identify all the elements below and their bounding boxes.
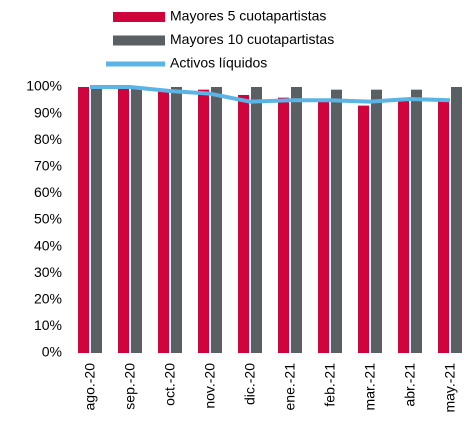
- y-tick-label: 80%: [34, 131, 62, 147]
- bar: [131, 87, 142, 353]
- y-tick-label: 20%: [34, 291, 62, 307]
- x-tick-label: may.-21: [442, 363, 458, 413]
- y-tick-label: 60%: [34, 184, 62, 200]
- x-tick-label: nov.-20: [202, 363, 218, 409]
- bar: [398, 100, 409, 353]
- y-tick-label: 50%: [34, 211, 62, 227]
- legend-swatch: [113, 35, 165, 46]
- bar: [78, 87, 89, 353]
- x-tick-label: mar.-21: [362, 363, 378, 411]
- line: [90, 85, 451, 104]
- x-tick-label: dic.-20: [242, 363, 258, 405]
- x-tick-label: ago.-20: [82, 363, 98, 411]
- bar: [358, 105, 369, 354]
- bar: [91, 87, 102, 353]
- bar: [278, 97, 289, 353]
- y-tick-label: 10%: [34, 317, 62, 333]
- bar: [171, 87, 182, 353]
- bar: [238, 94, 249, 353]
- y-tick-label: 100%: [26, 78, 62, 94]
- bar: [318, 100, 329, 353]
- bar: [158, 89, 169, 353]
- x-tick-label: feb.-21: [322, 363, 338, 407]
- bar: [118, 87, 129, 353]
- bar: [291, 87, 302, 353]
- bar: [371, 89, 382, 353]
- x-tick-label: abr.-21: [402, 363, 418, 407]
- legend-label: Mayores 10 cuotapartistas: [170, 31, 334, 47]
- bar: [451, 87, 462, 353]
- bar: [411, 89, 422, 353]
- y-tick-label: 40%: [34, 237, 62, 253]
- y-tick-label: 30%: [34, 264, 62, 280]
- y-tick-label: 0%: [42, 344, 62, 360]
- x-tick-label: ene.-21: [282, 363, 298, 411]
- bar: [331, 89, 342, 353]
- legend-swatch: [113, 12, 165, 22]
- y-tick-label: 70%: [34, 158, 62, 174]
- bar: [198, 89, 209, 353]
- x-tick-label: sep.-20: [122, 363, 138, 410]
- bar: [251, 87, 262, 353]
- legend-label: Activos líquidos: [170, 55, 267, 71]
- x-tick-label: oct.-20: [162, 363, 178, 406]
- y-tick-label: 90%: [34, 104, 62, 120]
- bar: [211, 87, 222, 353]
- legend-label: Mayores 5 cuotapartistas: [170, 8, 326, 24]
- bar: [438, 100, 449, 353]
